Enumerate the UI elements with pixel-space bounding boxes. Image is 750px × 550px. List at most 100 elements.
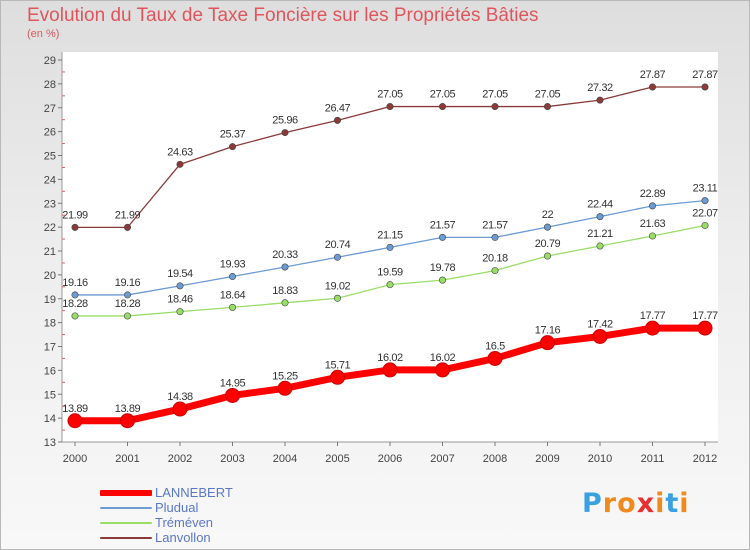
- data-point-pludual: [71, 291, 79, 299]
- data-label-pludual: 22: [542, 209, 554, 221]
- x-tick-label: 2011: [641, 453, 665, 465]
- y-tick-label: 29: [44, 55, 56, 67]
- data-point-tremeven: [229, 303, 237, 311]
- y-tick-label: 25: [44, 151, 56, 163]
- legend-item-lanvollon: Lanvollon: [100, 530, 300, 546]
- data-point-pludual: [281, 263, 289, 271]
- data-label-pludual: 22.89: [640, 188, 666, 200]
- data-label-tremeven: 21.21: [587, 228, 613, 240]
- proxiti-logo: Proxiti: [582, 488, 690, 519]
- y-tick-label: 15: [44, 389, 56, 401]
- data-label-tremeven: 18.28: [115, 298, 141, 310]
- data-label-tremeven: 22.07: [692, 207, 718, 219]
- data-label-tremeven: 19.02: [325, 280, 351, 292]
- data-point-lannebert: [172, 401, 188, 417]
- legend-item-lannebert: LANNEBERT: [100, 485, 300, 501]
- data-label-pludual: 19.16: [62, 277, 88, 289]
- y-tick-label: 17: [44, 342, 56, 354]
- data-label-lannebert: 16.02: [430, 352, 456, 364]
- data-point-tremeven: [596, 242, 604, 250]
- data-label-tremeven: 18.64: [220, 289, 246, 301]
- data-point-tremeven: [438, 276, 446, 284]
- x-tick-label: 2003: [220, 453, 244, 465]
- data-label-tremeven: 19.78: [430, 262, 456, 274]
- data-label-lanvollon: 27.87: [640, 69, 666, 81]
- data-point-tremeven: [281, 299, 289, 307]
- y-tick-label: 26: [44, 127, 56, 139]
- legend-swatch-lannebert: [100, 490, 152, 496]
- data-point-tremeven: [71, 312, 79, 320]
- x-tick-label: 2009: [535, 453, 559, 465]
- chart-title: Evolution du Taux de Taxe Foncière sur l…: [27, 5, 539, 26]
- data-label-lannebert: 17.16: [535, 325, 561, 337]
- data-label-lannebert: 14.95: [220, 377, 246, 389]
- data-label-lanvollon: 25.37: [220, 129, 246, 141]
- data-point-pludual: [229, 273, 237, 281]
- y-tick-label: 21: [44, 246, 56, 258]
- data-label-lannebert: 16.02: [377, 352, 403, 364]
- data-point-lanvollon: [281, 129, 289, 137]
- data-label-pludual: 23.11: [693, 183, 718, 195]
- data-point-lannebert: [697, 320, 713, 336]
- legend-label-lanvollon: Lanvollon: [155, 530, 211, 545]
- data-point-pludual: [124, 291, 132, 299]
- x-tick-label: 2010: [588, 453, 612, 465]
- x-tick-label: 2000: [63, 453, 87, 465]
- logo-letter: i: [655, 488, 666, 519]
- data-label-lannebert: 17.42: [587, 318, 613, 330]
- data-point-pludual: [701, 197, 709, 205]
- data-label-pludual: 20.33: [272, 249, 298, 261]
- y-tick-label: 24: [44, 174, 56, 186]
- data-label-lannebert: 14.38: [167, 391, 193, 403]
- data-point-lanvollon: [386, 103, 394, 111]
- x-tick-label: 2002: [168, 453, 192, 465]
- y-tick-label: 14: [44, 413, 56, 425]
- y-tick-label: 16: [44, 365, 56, 377]
- y-tick-label: 18: [44, 318, 56, 330]
- data-label-tremeven: 20.79: [535, 238, 561, 250]
- data-label-lanvollon: 21.99: [115, 209, 141, 221]
- legend: LANNEBERT Pludual Tréméven Lanvollon: [100, 485, 300, 546]
- data-point-lannebert: [277, 380, 293, 396]
- legend-swatch-tremeven: [100, 522, 152, 524]
- legend-label-pludual: Pludual: [155, 500, 199, 515]
- logo-letter: x: [636, 488, 656, 519]
- data-point-pludual: [648, 202, 656, 210]
- data-label-lanvollon: 26.47: [325, 102, 351, 114]
- x-tick-label: 2005: [325, 453, 349, 465]
- legend-swatch-lanvollon: [100, 537, 152, 539]
- y-tick-label: 19: [44, 294, 56, 306]
- data-point-lannebert: [382, 362, 398, 378]
- y-tick-label: 22: [44, 222, 56, 234]
- data-label-lanvollon: 27.05: [535, 89, 561, 101]
- data-point-lannebert: [67, 413, 83, 429]
- data-point-tremeven: [176, 308, 184, 316]
- data-label-lannebert: 17.77: [692, 310, 718, 322]
- data-point-lanvollon: [543, 103, 551, 111]
- data-label-pludual: 21.57: [482, 219, 508, 231]
- data-point-lannebert: [540, 335, 555, 351]
- data-label-lanvollon: 27.32: [587, 82, 613, 94]
- data-point-lannebert: [225, 387, 240, 403]
- data-point-tremeven: [543, 252, 551, 260]
- data-point-tremeven: [648, 232, 656, 240]
- data-point-lanvollon: [491, 103, 499, 111]
- data-point-lannebert: [330, 369, 345, 385]
- x-tick-label: 2007: [430, 453, 454, 465]
- legend-label-tremeven: Tréméven: [155, 515, 214, 530]
- data-point-pludual: [438, 233, 446, 241]
- data-point-lanvollon: [596, 96, 604, 104]
- data-label-lanvollon: 21.99: [62, 209, 88, 221]
- legend-swatch-pludual: [100, 507, 152, 509]
- data-point-lanvollon: [701, 83, 709, 91]
- data-label-lanvollon: 27.05: [482, 89, 508, 101]
- data-point-lannebert: [645, 320, 660, 336]
- data-point-tremeven: [386, 281, 394, 289]
- data-label-lanvollon: 24.63: [167, 146, 193, 158]
- data-point-lanvollon: [124, 223, 132, 231]
- y-tick-label: 20: [44, 270, 56, 282]
- data-label-lanvollon: 27.87: [692, 69, 718, 81]
- data-label-tremeven: 18.28: [62, 298, 88, 310]
- data-label-tremeven: 19.59: [377, 267, 403, 279]
- data-label-tremeven: 18.83: [272, 285, 298, 297]
